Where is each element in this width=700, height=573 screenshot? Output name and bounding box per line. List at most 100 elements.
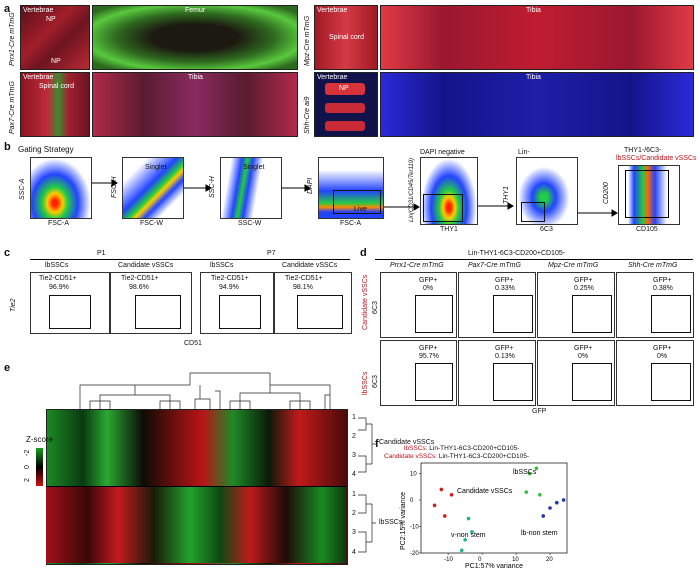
label-vertebrae: Vertebrae [23,74,54,81]
col-label: Candidate vSSCs [282,262,338,269]
pca-point-lbsscs [538,492,542,497]
d-col: Mpz-Cre mTmG [548,262,599,269]
axis-x-label: 6C3 [540,226,553,233]
dendro-leaves [89,400,311,409]
live-gate [333,190,381,214]
gate-value: 94.9% [219,284,239,291]
d-plot: GFP+ 0% [380,272,457,338]
pca-ytick: -10 [410,525,419,531]
gate-label: Tie2-CD51+ [211,275,249,282]
col-label: lbSSCs [45,262,69,269]
pca-ytick: -20 [410,551,419,557]
gate-arrow-head [413,203,420,211]
group-p1: P1 [97,250,106,257]
label-vertebrae: Vertebrae [23,7,54,14]
label-tibia: Tibia [526,7,541,14]
pca-xtick: 20 [546,557,553,563]
np-signal [325,103,365,113]
gate-label: Tie2-CD51+ [39,275,77,282]
label-np: NP [339,85,349,92]
row-dendrogram [358,417,376,553]
d-ylabel: 6C3 [372,301,379,314]
label-vertebrae: Vertebrae [317,74,348,81]
d-ylabel: 6C3 [372,375,379,388]
pca-annot-candidate: Candidate vSSCs [457,488,513,495]
zscore-tick: 0 [24,465,31,469]
heatmap-group-divider [46,486,346,487]
c-xlabel: CD51 [184,340,202,347]
axis-x-label: FSC-W [140,220,163,227]
dendro-branch [79,372,331,409]
gate-value: 0.13% [495,353,515,360]
pca-xtick: -10 [444,557,453,563]
pca-point-lb-non-stem [555,500,559,505]
dendrogram [79,372,331,409]
gate-value: 0.33% [495,285,515,292]
gate-label-lbsscs: lbSSCs/Candidate vSSCs [616,155,697,162]
gate-value: 98.1% [293,284,313,291]
facs-plot-4 [318,157,384,219]
gate-label: GFP+ [574,277,593,284]
gate-box [219,295,261,329]
pca-ylabel: PC2:15% variance [400,492,407,550]
gate-arrow-head [611,209,618,217]
dendro-branch [99,385,171,409]
d-title: Lin-THY1-6C3-CD200+CD105- [468,250,566,257]
d-plot: GFP+ 0.38% [616,272,694,338]
col-label: lbSSCs [210,262,234,269]
panel-label-d: d [360,247,367,259]
axis-y-label: DAPI [307,177,314,194]
gate-value: 0% [578,353,589,360]
gate-box [651,363,691,401]
pca-point-v-non-stem [459,548,464,553]
legend-candidate: Candidate vSSCs: Lin-THY1-6C3-CD200+CD10… [384,453,530,460]
label-np: NP [51,58,61,65]
dendro-leaves [194,385,330,409]
c-plot-4: Tie2-CD51+ 98.1% [274,272,352,334]
d-xlabel: GFP [532,408,547,415]
d-plot: GFP+ 0% [616,340,694,406]
panel-label-c: c [4,247,11,259]
gate-box [651,295,691,333]
pca-point-candidate-vsscs [439,487,444,492]
label-vertebrae: Vertebrae [317,7,348,14]
tibia-image-shh: Tibia [380,72,694,137]
vertebrae-image-pax7: Vertebrae Spinal cord [20,72,90,137]
row-label: 2 [352,433,356,440]
row-label: 2 [352,510,356,517]
zscore-tick: -2 [24,449,31,456]
gate-label: Lin- [518,149,530,156]
gate-label: Tie2-CD51+ [121,275,159,282]
gate-label: GFP+ [653,277,672,284]
axis-x-label: THY1 [440,226,458,233]
label-np: NP [46,16,56,23]
gate-value: 0.25% [574,285,594,292]
zscore-colorbar [36,448,43,486]
gate-arrow-head [205,184,212,192]
vertebrae-image-mpz: Vertebrae Spinal cord [314,5,378,70]
gate-box [415,295,453,333]
gate-label: GFP+ [419,277,438,284]
gate-value: 96.9% [49,284,69,291]
gate-label: GFP+ [495,277,514,284]
pca-point-lbsscs [524,490,529,494]
panel-label-b: b [4,141,11,153]
pca-ytick: 10 [410,472,417,478]
gate-box [572,295,612,333]
thy1-neg-gate [521,202,545,222]
axis-y-label: FSC-H [111,176,118,198]
np-signal [325,83,365,95]
pca-point-candidate-vsscs [432,503,437,508]
np-signal [325,121,365,131]
pca-point-v-non-stem [470,530,474,534]
gate-label: Live [354,206,367,213]
legend-lbsscs: lbSSCs: Lin-THY1-6C3-CD200+CD105- [404,445,520,452]
gate-value: 0.38% [653,285,673,292]
heatmap-lower [46,486,346,563]
axis-y-label: THY1 [503,186,510,204]
gate-label: Tie2-CD51+ [285,275,323,282]
group-underline [30,259,200,260]
pca-point-v-non-stem [466,516,471,521]
row-dendro-branch [358,494,376,553]
axis-y-label: SSC-A [19,178,26,200]
